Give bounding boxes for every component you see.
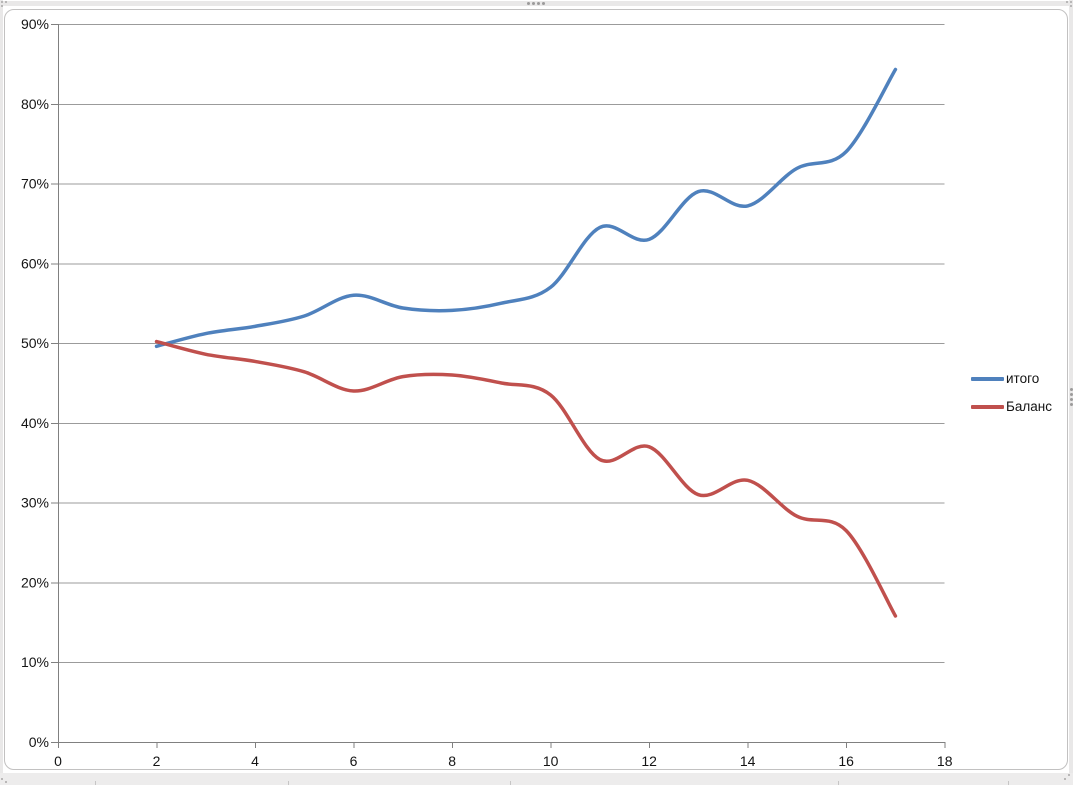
y-tick-label: 0%	[29, 734, 49, 750]
selection-frame-left	[0, 0, 3, 785]
x-tick-label: 2	[153, 753, 161, 769]
y-tick-label: 60%	[21, 255, 49, 271]
y-tick-label: 70%	[21, 176, 49, 192]
cell-gridline-tick	[1008, 781, 1009, 785]
chart-plot[interactable]: 0% 10% 20% 30% 40% 50% 60% 70% 80% 90% 0 2 4 6 8 10 12 14…	[5, 10, 1067, 769]
y-tick-label: 50%	[21, 335, 49, 351]
x-tick-label: 14	[740, 753, 756, 769]
cell-gridline-tick	[510, 781, 511, 785]
x-tick-label: 4	[251, 753, 259, 769]
x-tick-label: 0	[54, 753, 62, 769]
legend-label: Баланс	[1006, 399, 1052, 415]
x-tick-label: 16	[838, 753, 854, 769]
y-tick-label: 10%	[21, 654, 49, 670]
selection-frame-top	[0, 1, 1073, 6]
cell-gridline-tick	[288, 781, 289, 785]
chart-area[interactable]: 0% 10% 20% 30% 40% 50% 60% 70% 80% 90% 0 2 4 6 8 10 12 14…	[4, 9, 1068, 770]
x-tick-label: 6	[350, 753, 358, 769]
y-tick-label: 80%	[21, 96, 49, 112]
y-tick-label: 30%	[21, 495, 49, 511]
x-tick-label: 8	[448, 753, 456, 769]
legend-item-balans[interactable]: Баланс	[971, 393, 1052, 421]
selection-frame-right	[1069, 0, 1073, 785]
y-tick-label: 90%	[21, 16, 49, 32]
legend-label: итого	[1006, 371, 1040, 387]
x-tick-label: 18	[937, 753, 953, 769]
cell-gridline-tick	[838, 781, 839, 785]
cell-gridline-tick	[95, 781, 96, 785]
y-tick-label: 40%	[21, 415, 49, 431]
legend-line-swatch-balans	[971, 405, 1004, 409]
worksheet-bottom-strip	[0, 773, 1073, 785]
x-tick-label: 12	[641, 753, 657, 769]
legend-item-itogo[interactable]: итого	[971, 365, 1052, 393]
y-tick-label: 20%	[21, 574, 49, 590]
series-line-1[interactable]	[154, 339, 898, 618]
legend-line-swatch-itogo	[971, 377, 1004, 381]
series-line-0[interactable]	[154, 67, 898, 349]
legend[interactable]: итого Баланс	[971, 365, 1052, 421]
x-tick-label: 10	[543, 753, 559, 769]
